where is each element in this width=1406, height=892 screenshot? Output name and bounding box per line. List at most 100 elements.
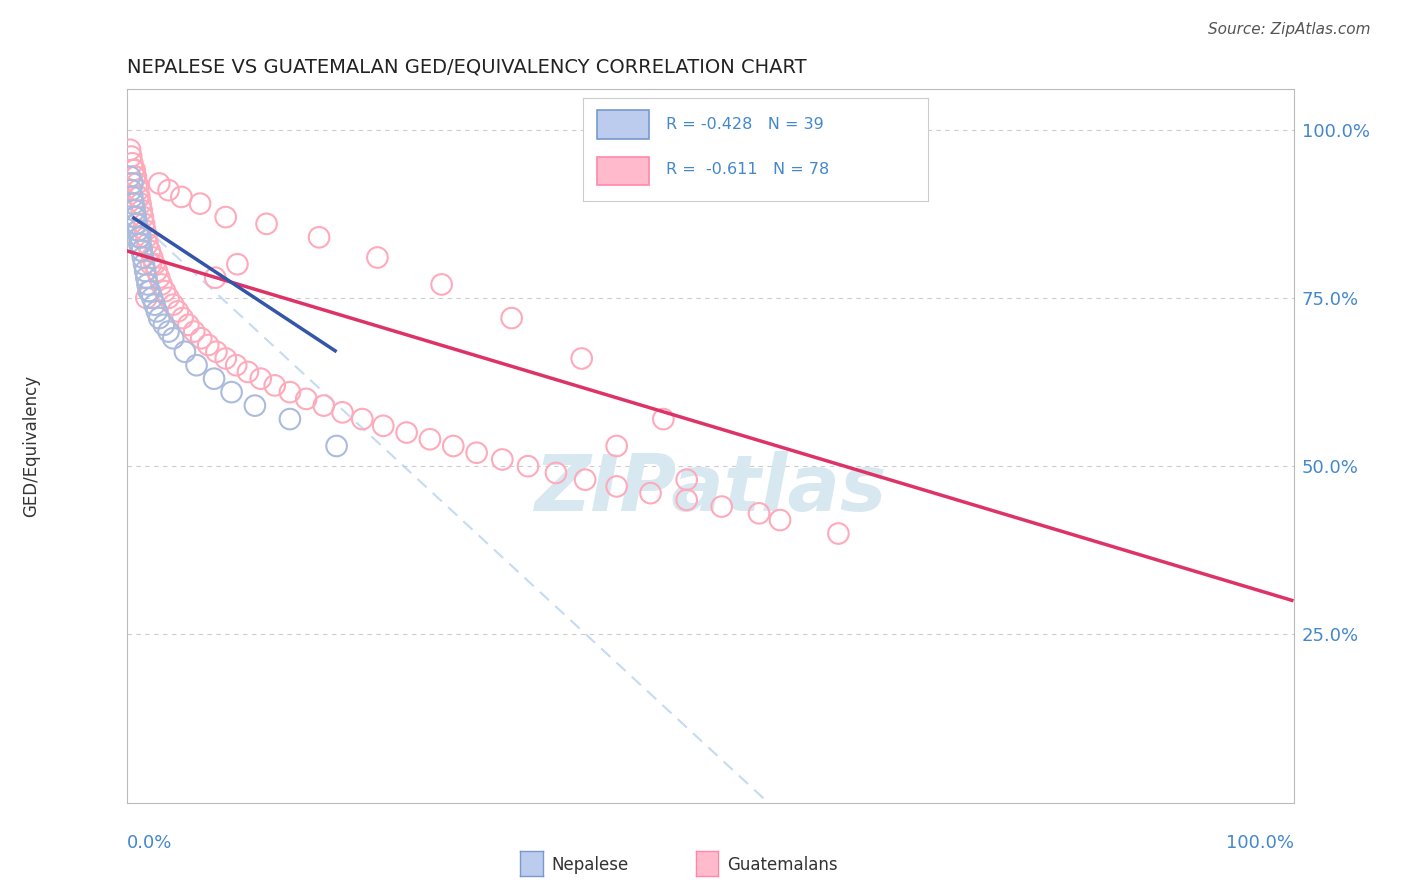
Point — [153, 318, 176, 332]
Point — [215, 351, 238, 366]
Point — [183, 325, 205, 339]
Point — [128, 230, 150, 244]
Text: 100.0%: 100.0% — [1226, 834, 1294, 852]
Point — [308, 230, 330, 244]
Point — [205, 344, 228, 359]
Point — [131, 244, 153, 258]
Point — [136, 277, 159, 292]
Point — [162, 298, 184, 312]
Point — [128, 190, 150, 204]
Point — [221, 385, 243, 400]
Text: Guatemalans: Guatemalans — [727, 856, 838, 874]
Point — [827, 526, 849, 541]
Point — [157, 325, 180, 339]
Point — [177, 318, 200, 332]
Point — [121, 177, 143, 191]
Point — [162, 331, 184, 345]
Point — [769, 513, 792, 527]
Point — [124, 169, 146, 184]
Point — [172, 311, 194, 326]
Point — [129, 196, 152, 211]
Point — [278, 385, 301, 400]
Point — [606, 479, 628, 493]
Point — [135, 230, 157, 244]
Text: Source: ZipAtlas.com: Source: ZipAtlas.com — [1208, 22, 1371, 37]
Point — [544, 466, 567, 480]
Point — [373, 418, 395, 433]
Point — [325, 439, 347, 453]
Point — [606, 439, 628, 453]
Point — [395, 425, 418, 440]
Point — [188, 196, 211, 211]
Point — [127, 190, 149, 204]
Point — [139, 284, 162, 298]
Point — [118, 169, 141, 184]
Point — [121, 156, 143, 170]
Point — [710, 500, 733, 514]
Point — [675, 473, 697, 487]
Point — [202, 372, 225, 386]
Point — [124, 203, 146, 218]
Point — [125, 169, 148, 184]
Point — [139, 257, 162, 271]
Point — [517, 459, 540, 474]
Text: R = -0.428   N = 39: R = -0.428 N = 39 — [666, 117, 824, 132]
Point — [197, 338, 219, 352]
Point — [226, 257, 249, 271]
Point — [132, 210, 155, 224]
Point — [441, 439, 464, 453]
Point — [236, 365, 259, 379]
Point — [204, 270, 226, 285]
Point — [190, 331, 212, 345]
Point — [249, 372, 271, 386]
Point — [118, 143, 141, 157]
Point — [148, 177, 170, 191]
Text: R =  -0.611   N = 78: R = -0.611 N = 78 — [666, 162, 830, 178]
Point — [652, 412, 675, 426]
Point — [124, 210, 146, 224]
Point — [148, 270, 170, 285]
Point — [186, 358, 208, 372]
Point — [127, 223, 149, 237]
Point — [243, 399, 266, 413]
Text: 0.0%: 0.0% — [127, 834, 172, 852]
Point — [157, 183, 180, 197]
Point — [143, 257, 166, 271]
Point — [127, 223, 149, 237]
Point — [129, 230, 152, 244]
Point — [491, 452, 513, 467]
Point — [132, 251, 155, 265]
Point — [141, 251, 163, 265]
Point — [132, 257, 155, 271]
Point — [146, 304, 169, 318]
Point — [127, 183, 149, 197]
Point — [167, 304, 190, 318]
Point — [157, 291, 180, 305]
Point — [170, 190, 193, 204]
Point — [141, 291, 163, 305]
Point — [135, 291, 157, 305]
Point — [125, 210, 148, 224]
Point — [430, 277, 453, 292]
Point — [295, 392, 318, 406]
Point — [121, 190, 143, 204]
Point — [366, 251, 388, 265]
Point — [332, 405, 354, 419]
Point — [153, 284, 176, 298]
Point — [640, 486, 662, 500]
Text: NEPALESE VS GUATEMALAN GED/EQUIVALENCY CORRELATION CHART: NEPALESE VS GUATEMALAN GED/EQUIVALENCY C… — [127, 58, 806, 77]
Point — [139, 244, 162, 258]
Point — [125, 177, 148, 191]
Point — [675, 492, 697, 507]
Point — [352, 412, 374, 426]
FancyBboxPatch shape — [598, 157, 650, 186]
Point — [122, 163, 145, 178]
Point — [132, 217, 155, 231]
Point — [120, 183, 142, 197]
Point — [146, 264, 169, 278]
Point — [128, 237, 150, 252]
Point — [748, 506, 770, 520]
Text: ZIPatlas: ZIPatlas — [534, 450, 886, 527]
Point — [122, 196, 145, 211]
Point — [120, 149, 142, 163]
